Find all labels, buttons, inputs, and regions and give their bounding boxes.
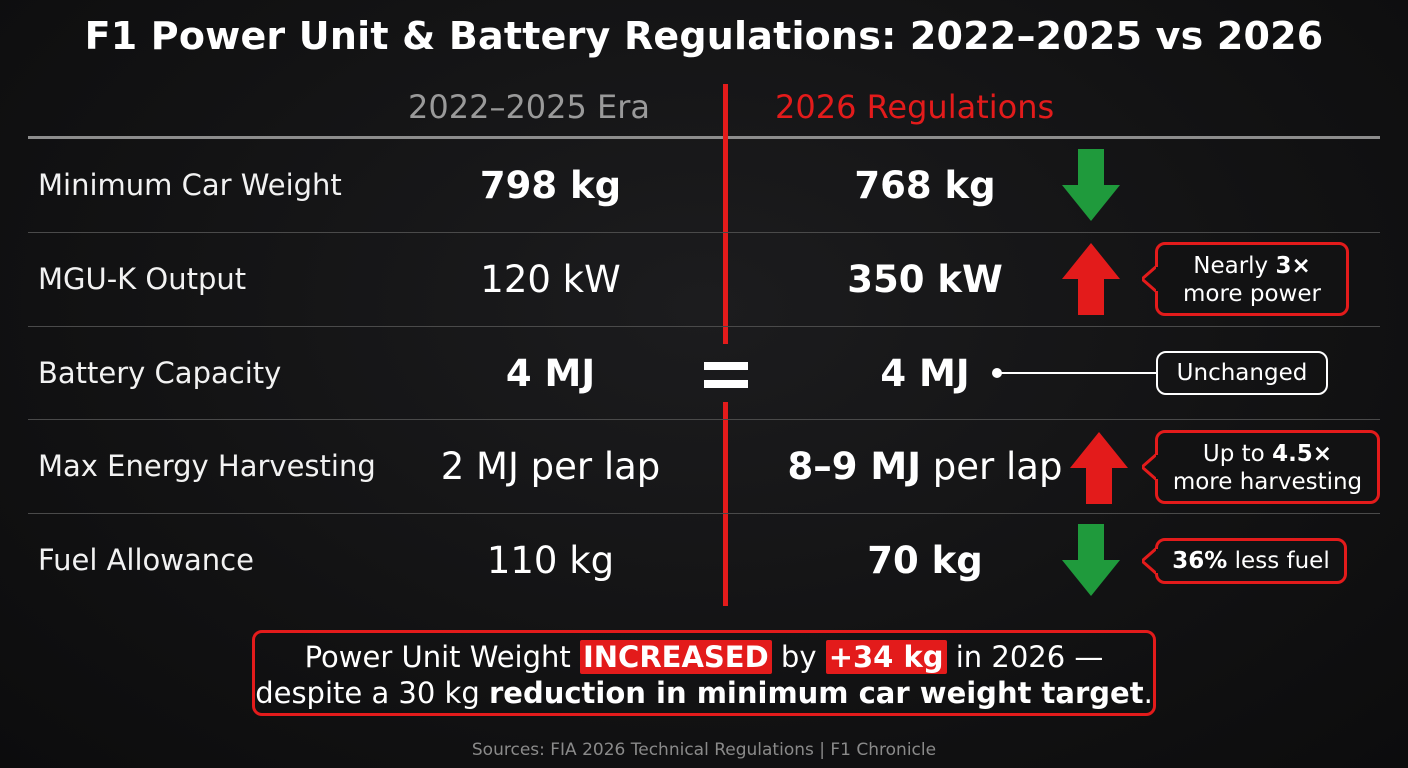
callout-more-harvesting: Up to 4.5× more harvesting <box>1142 430 1380 504</box>
old-value: 110 kg <box>486 539 615 582</box>
summary-line-2: despite a 30 kg reduction in minimum car… <box>255 676 1153 710</box>
arrow-up-icon <box>1062 243 1120 315</box>
callout-pointer-icon <box>1142 453 1158 481</box>
highlight-increased: INCREASED <box>579 640 772 674</box>
header-divider <box>28 136 1380 139</box>
table-row-min-weight: Minimum Car Weight 798 kg 768 kg <box>0 139 1408 232</box>
row-label: Max Energy Harvesting <box>38 449 376 483</box>
old-value: 120 kW <box>480 258 621 301</box>
column-header-old-era: 2022–2025 Era <box>408 88 651 126</box>
column-divider-bottom <box>723 402 728 606</box>
row-label: Fuel Allowance <box>38 543 254 577</box>
old-value: 798 kg <box>479 164 622 207</box>
old-value: 2 MJ per lap <box>440 445 661 488</box>
table-row-battery-capacity: Battery Capacity 4 MJ 4 MJ Unchanged <box>0 327 1408 420</box>
row-divider <box>28 326 1380 327</box>
new-value: 70 kg <box>867 539 983 582</box>
callout-unchanged: Unchanged <box>1156 351 1328 395</box>
new-value: 4 MJ <box>880 352 970 395</box>
summary-line-1: Power Unit Weight INCREASED by +34 kg in… <box>304 640 1104 674</box>
new-value: 8–9 MJ per lap <box>787 445 1063 488</box>
row-divider <box>28 513 1380 514</box>
row-label: MGU-K Output <box>38 262 247 296</box>
table-row-mguk-output: MGU-K Output 120 kW 350 kW Nearly 3× mor… <box>0 233 1408 326</box>
callout-pointer-icon <box>1142 265 1158 293</box>
arrow-up-icon <box>1070 432 1128 504</box>
callout-less-fuel: 36% less fuel <box>1142 538 1347 584</box>
column-header-2026: 2026 Regulations <box>775 88 1055 126</box>
new-value: 768 kg <box>854 164 996 207</box>
row-label: Minimum Car Weight <box>38 168 342 202</box>
old-value: 4 MJ <box>505 352 596 395</box>
table-row-energy-harvesting: Max Energy Harvesting 2 MJ per lap 8–9 M… <box>0 420 1408 513</box>
highlight-weight-gain: +34 kg <box>825 640 947 674</box>
connector-line <box>998 372 1156 374</box>
table-row-fuel-allowance: Fuel Allowance 110 kg 70 kg 36% less fue… <box>0 514 1408 607</box>
callout-pointer-icon <box>1142 547 1158 575</box>
row-label: Battery Capacity <box>38 356 282 390</box>
summary-box: Power Unit Weight INCREASED by +34 kg in… <box>252 630 1156 716</box>
sources-caption: Sources: FIA 2026 Technical Regulations … <box>471 740 937 760</box>
arrow-down-icon <box>1062 149 1120 221</box>
page-title: F1 Power Unit & Battery Regulations: 202… <box>84 14 1324 58</box>
connector-dot <box>992 368 1002 378</box>
column-divider-top <box>723 84 728 344</box>
new-value: 350 kW <box>847 258 1003 301</box>
row-divider <box>28 232 1380 233</box>
callout-more-power: Nearly 3× more power <box>1142 242 1349 316</box>
arrow-down-icon <box>1062 524 1120 596</box>
row-divider <box>28 419 1380 420</box>
